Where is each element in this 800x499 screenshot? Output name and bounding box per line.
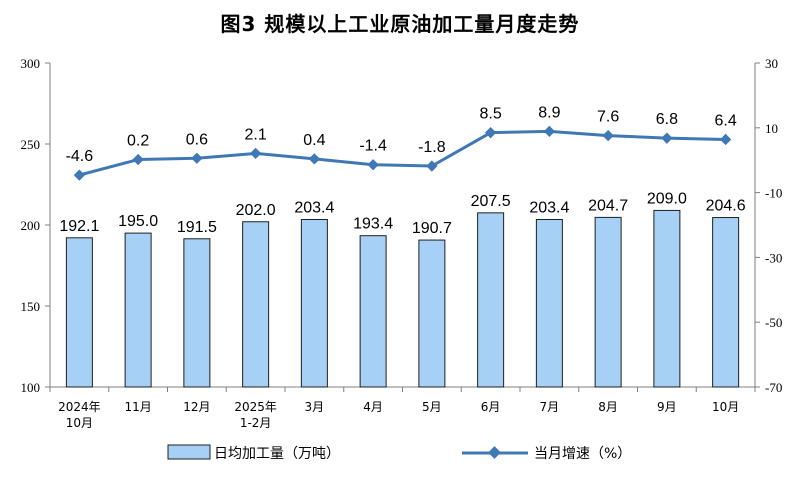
line-point xyxy=(367,159,379,171)
legend-label-bar: 日均加工量（万吨） xyxy=(214,446,340,462)
bar xyxy=(712,217,740,388)
axes-group: 100 150 200 250 300 -70 -50 -30 -10 10 30 xyxy=(21,56,783,395)
line-point xyxy=(484,127,497,139)
bar xyxy=(594,216,622,388)
bar-value-label: 190.7 xyxy=(412,220,452,237)
right-tick-label: 30 xyxy=(765,56,778,71)
category-label: 8月 xyxy=(598,400,618,414)
right-tick-label: -50 xyxy=(765,315,782,330)
right-tick-label: -30 xyxy=(765,250,782,265)
line-labels-group: -4.6 0.2 0.6 2.1 0.4 -1.4 -1.8 8.5 8.9 7.6 6.8 6.4 xyxy=(66,104,737,165)
category-label: 3月 xyxy=(305,400,325,414)
bar-value-label: 207.5 xyxy=(471,193,511,210)
bar xyxy=(242,221,270,388)
line-value-label: 0.4 xyxy=(303,132,325,149)
bar-value-label: 204.6 xyxy=(706,198,746,215)
category-label: 10月 xyxy=(66,416,93,430)
bar xyxy=(65,237,93,388)
category-label: 6月 xyxy=(481,400,501,414)
legend: 日均加工量（万吨） 当月增速（%） xyxy=(167,444,631,462)
left-tick-label: 150 xyxy=(21,299,41,314)
line-point xyxy=(602,129,614,142)
category-label: 4月 xyxy=(363,400,383,414)
line-point xyxy=(191,152,203,164)
line-value-label: 0.6 xyxy=(186,131,208,148)
left-tick-label: 250 xyxy=(21,137,41,152)
category-label: 10月 xyxy=(712,400,739,414)
growth-line xyxy=(78,129,726,177)
line-point xyxy=(719,133,732,146)
left-tick-label: 200 xyxy=(21,218,41,233)
line-value-label: -4.6 xyxy=(66,148,94,165)
bar-value-label: 191.5 xyxy=(177,219,217,236)
category-label: 1-2月 xyxy=(240,416,272,430)
bar-value-label: 209.0 xyxy=(647,190,687,207)
bar-value-label: 202.0 xyxy=(236,202,276,219)
bar xyxy=(359,235,387,388)
line-value-label: 8.9 xyxy=(538,104,560,121)
bar xyxy=(124,232,152,388)
bar xyxy=(653,209,681,388)
bar xyxy=(477,212,505,388)
left-tick-label: 100 xyxy=(21,380,41,395)
line-value-label: 6.8 xyxy=(656,111,678,128)
line-point xyxy=(249,147,262,160)
bar xyxy=(535,218,563,388)
legend-swatch-bar xyxy=(167,444,211,460)
line-point xyxy=(543,125,556,138)
legend-swatch-marker xyxy=(488,446,501,459)
bar-series-group xyxy=(65,209,740,388)
bar xyxy=(418,239,446,388)
line-value-label: -1.8 xyxy=(418,139,446,156)
left-tick-label: 300 xyxy=(21,56,41,71)
category-label: 11月 xyxy=(124,400,151,414)
line-value-label: 8.5 xyxy=(480,106,502,123)
line-point xyxy=(308,153,321,165)
bar-value-label: 203.4 xyxy=(529,199,569,216)
line-point xyxy=(661,132,673,144)
line-value-label: 2.1 xyxy=(245,126,267,143)
bar-labels-group: 192.1 195.0 191.5 202.0 203.4 193.4 190.7 207.5… xyxy=(59,190,745,237)
bar-value-label: 204.7 xyxy=(588,197,628,214)
category-labels-group: 2024年 10月 11月 12月 2025年 1-2月 3月 4月 5月 6月 7月 8月 9月 10月 xyxy=(58,400,739,430)
line-series-group xyxy=(73,125,732,181)
legend-label-line: 当月增速（%） xyxy=(534,446,631,462)
right-tick-label: 10 xyxy=(765,121,778,136)
category-label: 2025年 xyxy=(234,400,277,414)
bar-value-label: 192.1 xyxy=(59,218,99,235)
right-tick-label: -70 xyxy=(765,380,782,395)
line-value-label: 0.2 xyxy=(127,133,149,150)
bar xyxy=(300,218,328,388)
right-tick-label: -10 xyxy=(765,186,782,201)
line-point xyxy=(426,160,438,172)
line-point xyxy=(132,153,144,166)
bar-value-label: 203.4 xyxy=(294,199,334,216)
line-value-label: 6.4 xyxy=(715,112,737,129)
bar xyxy=(183,238,211,388)
chart-title: 图3 规模以上工业原油加工量月度走势 xyxy=(220,12,580,36)
category-label: 12月 xyxy=(183,400,210,414)
category-label: 9月 xyxy=(657,400,677,414)
bar-value-label: 195.0 xyxy=(118,213,158,230)
line-value-label: 7.6 xyxy=(597,109,619,126)
category-label: 7月 xyxy=(540,400,560,414)
bar-value-label: 193.4 xyxy=(353,216,393,233)
category-label: 5月 xyxy=(422,400,442,414)
line-point xyxy=(73,169,86,181)
line-value-label: -1.4 xyxy=(359,138,387,155)
category-label: 2024年 xyxy=(58,400,101,414)
